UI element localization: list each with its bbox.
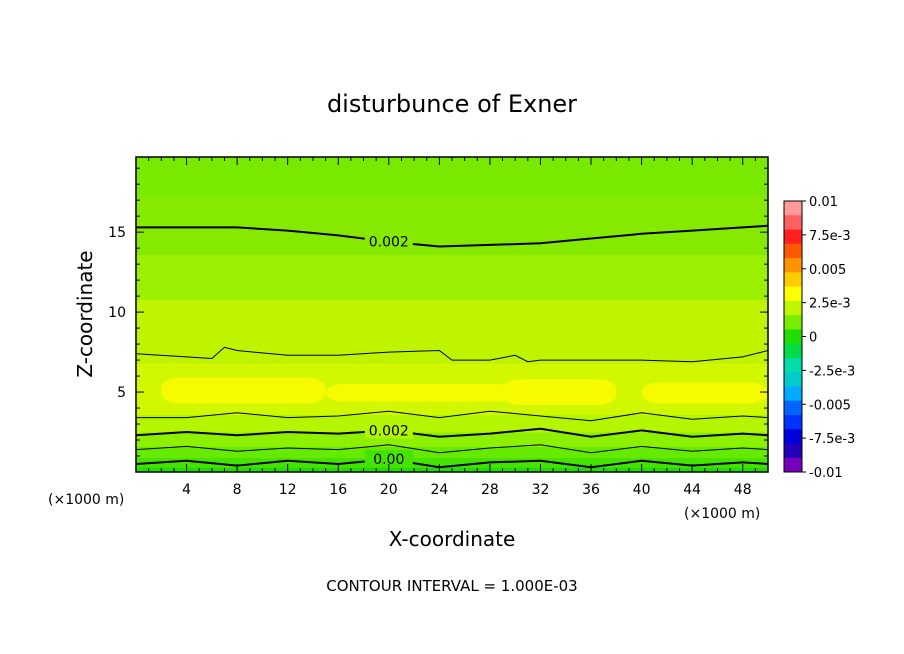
colorbar-swatch [784, 357, 802, 373]
y-tick-label: 5 [117, 385, 126, 401]
contour-line-4 [136, 444, 768, 454]
colorbar-swatch [784, 286, 802, 302]
colorbar-swatch [784, 329, 802, 345]
contour-line-2 [136, 410, 768, 422]
y-axis-label: Z-coordinate [73, 250, 97, 377]
field-band-3 [136, 432, 768, 447]
contour-label-0: 0.002 [369, 235, 409, 251]
colorbar-swatch [784, 215, 802, 230]
x-axis-ticks: 4 8 12 16 20 24 28 32 36 40 44 48 [135, 157, 769, 498]
colorbar-swatch [784, 386, 802, 402]
x-tick-label: 28 [481, 482, 499, 498]
contour-interval-note: CONTOUR INTERVAL = 1.000E-03 [326, 577, 577, 595]
chart-title: disturbunce of Exner [327, 90, 577, 118]
x-tick-label: 20 [380, 482, 398, 498]
colorbar-label: -0.005 [809, 398, 851, 413]
x-unit-right: (×1000 m) [684, 506, 760, 522]
x-tick-label: 40 [633, 482, 651, 498]
field-band-4 [136, 414, 768, 433]
field-band-1 [136, 457, 768, 468]
colorbar-swatch [784, 229, 802, 245]
max-patch-1 [325, 384, 516, 402]
x-tick-label: 16 [329, 482, 347, 498]
colorbar-label: 0 [809, 331, 817, 346]
colorbar-swatch [784, 372, 802, 387]
x-tick-label: 12 [279, 482, 297, 498]
colorbar-label: -2.5e-3 [809, 364, 855, 379]
max-patch-2 [502, 379, 617, 405]
x-tick-label: 4 [182, 482, 191, 498]
colorbar-swatch [784, 429, 802, 444]
x-tick-label: 36 [582, 482, 600, 498]
colorbar-label: 7.5e-3 [809, 229, 851, 244]
contour-lines: 0.002 0.002 0.00 [136, 224, 768, 469]
x-tick-label: 8 [233, 482, 242, 498]
max-patch-3 [641, 382, 768, 404]
colorbar-swatch [784, 272, 802, 287]
colorbar [783, 200, 803, 473]
colorbar-swatch [784, 243, 802, 259]
contour-label-3: 0.002 [369, 423, 409, 439]
colorbar-swatch [784, 343, 802, 359]
colorbar-label: 2.5e-3 [809, 297, 851, 312]
colorbar-swatch [784, 414, 802, 430]
colorbar-labels: 0.01 7.5e-3 0.005 2.5e-3 0 -2.5e-3 -0.005 -7.5e… [802, 195, 855, 481]
colorbar-label: 0.005 [809, 263, 846, 278]
colorbar-swatch [784, 315, 802, 330]
field-band-6 [136, 299, 768, 364]
field-bands [136, 157, 768, 472]
x-tick-label: 44 [683, 482, 701, 498]
contour-label-bg-0 [364, 232, 413, 250]
max-patch-0 [161, 377, 326, 404]
colorbar-label: 0.01 [809, 195, 838, 210]
colorbar-swatch [784, 201, 802, 216]
y-tick-label: 10 [108, 305, 126, 321]
colorbar-swatch [784, 300, 802, 316]
contour-line-0 [136, 224, 768, 248]
contour-label-bg-3 [364, 421, 413, 439]
y-axis-ticks: 5 10 15 [108, 167, 768, 457]
colorbar-swatch [784, 258, 802, 273]
contour-line-5 [136, 458, 768, 469]
contour-label-5: 0.00 [373, 452, 404, 468]
y-tick-label: 15 [108, 225, 126, 241]
x-unit-left: (×1000 m) [48, 492, 124, 508]
contour-line-3 [136, 427, 768, 438]
maximum-patches [161, 377, 768, 405]
colorbar-swatch [784, 443, 802, 459]
x-tick-label: 32 [532, 482, 550, 498]
colorbar-label: -7.5e-3 [809, 432, 855, 447]
x-tick-label: 24 [430, 482, 448, 498]
x-axis-label: X-coordinate [389, 527, 516, 551]
colorbar-label: -0.01 [809, 466, 843, 481]
field-band-8 [136, 195, 768, 256]
field-band-2 [136, 446, 768, 459]
contour-line-1 [136, 346, 768, 363]
field-band-9 [136, 157, 768, 196]
colorbar-swatch [784, 457, 802, 473]
x-tick-label: 48 [734, 482, 752, 498]
contour-label-bg-5 [364, 450, 413, 468]
field-band-7 [136, 254, 768, 300]
colorbar-swatch [784, 400, 802, 416]
